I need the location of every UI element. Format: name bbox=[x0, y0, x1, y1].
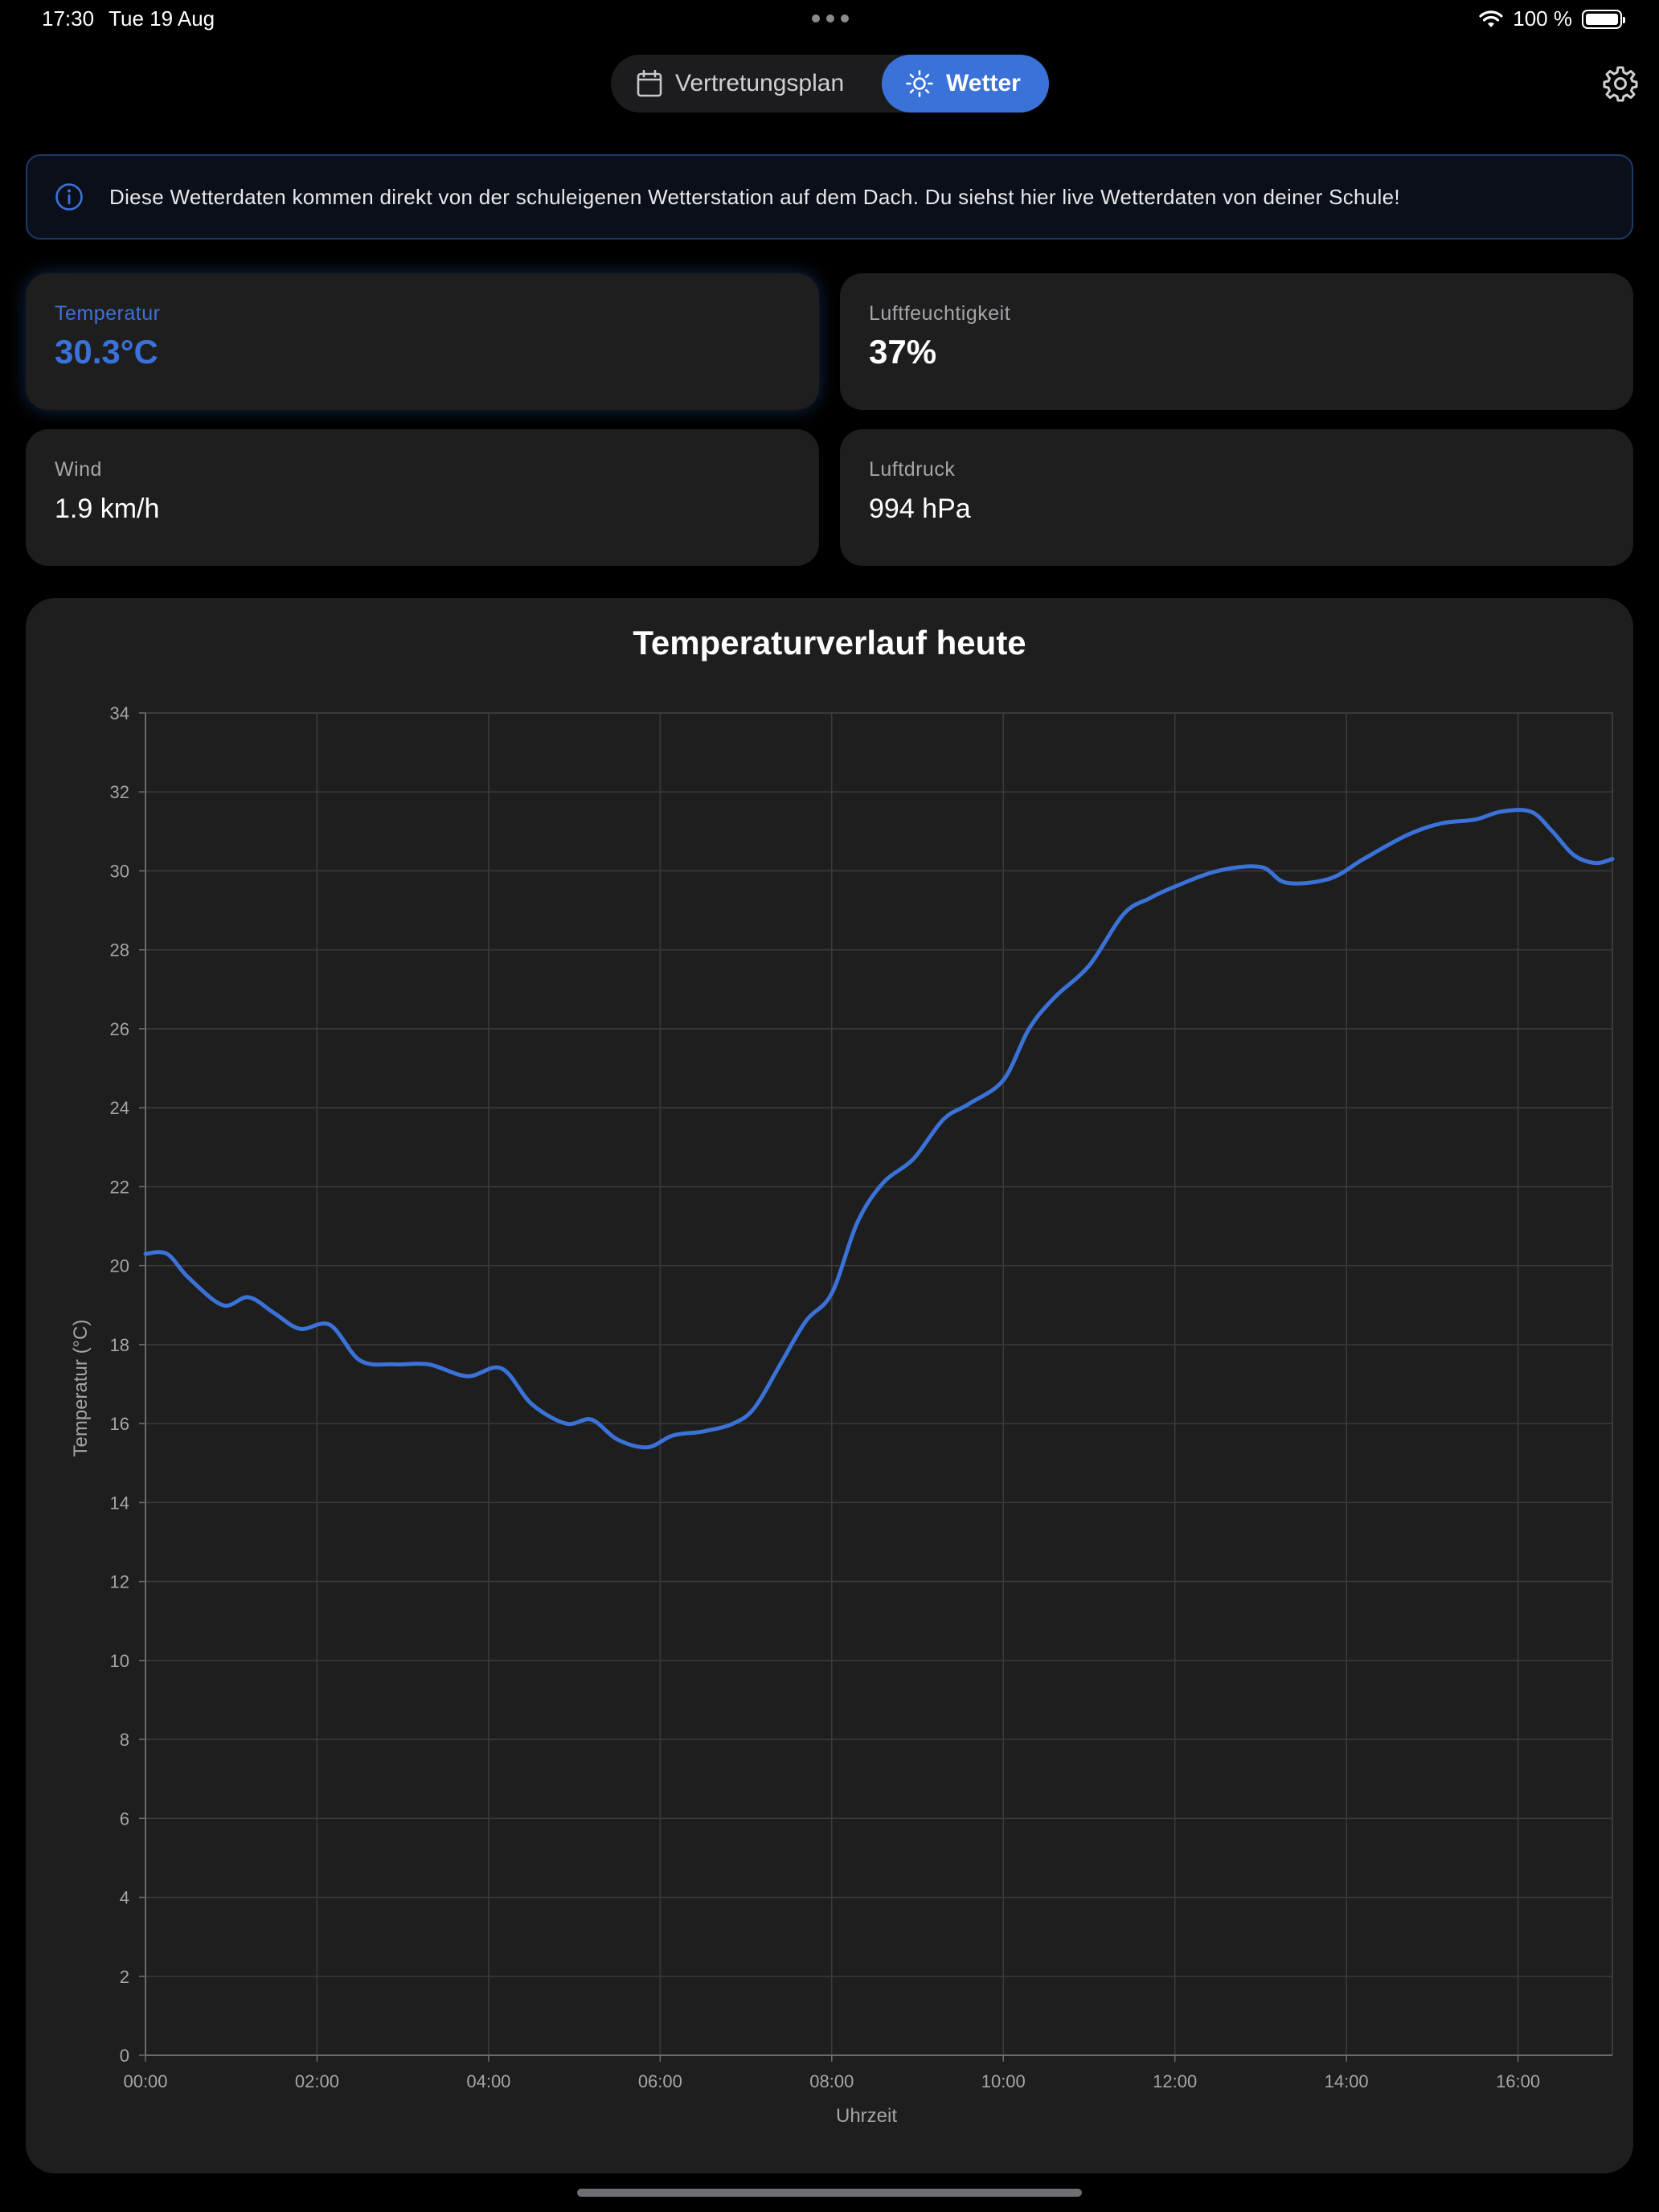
temperature-value: 30.3°C bbox=[55, 333, 158, 371]
sun-icon bbox=[906, 70, 933, 97]
plot-frame bbox=[145, 712, 1613, 2056]
info-banner: Diese Wetterdaten kommen direkt von der … bbox=[26, 154, 1633, 240]
y-tick-label: 24 bbox=[110, 1098, 129, 1118]
status-time-date: 17:30 Tue 19 Aug bbox=[42, 6, 229, 31]
y-tick-label: 4 bbox=[120, 1888, 129, 1908]
y-tick-label: 14 bbox=[110, 1493, 129, 1513]
calendar-icon bbox=[637, 70, 662, 97]
y-tick-label: 0 bbox=[120, 2046, 129, 2066]
wifi-icon bbox=[1479, 10, 1503, 27]
y-axis-label: Temperatur (°C) bbox=[70, 1320, 92, 1457]
x-axis-label: Uhrzeit bbox=[836, 2105, 897, 2127]
x-tick-label: 10:00 bbox=[981, 2071, 1026, 2091]
tab-vertretungsplan-label: Vertretungsplan bbox=[675, 70, 845, 96]
y-tick-label: 10 bbox=[110, 1651, 129, 1671]
x-tick-label: 06:00 bbox=[638, 2071, 682, 2091]
multitasking-dots-icon[interactable] bbox=[812, 14, 849, 23]
y-tick-label: 6 bbox=[120, 1809, 129, 1829]
y-tick-label: 32 bbox=[110, 782, 129, 802]
temperature-chart: Temperaturverlauf heute 0246810121416182… bbox=[70, 624, 1615, 2127]
y-tick-label: 12 bbox=[110, 1572, 129, 1592]
tab-vertretungsplan[interactable]: Vertretungsplan bbox=[611, 55, 882, 113]
tab-wetter-label: Wetter bbox=[946, 70, 1021, 96]
status-bar: 17:30 Tue 19 Aug 100 % bbox=[0, 0, 1659, 40]
wind-card: Wind 1.9 km/h bbox=[26, 429, 819, 566]
humidity-value: 37% bbox=[869, 333, 937, 371]
y-tick-label: 22 bbox=[110, 1177, 129, 1197]
status-date: Tue 19 Aug bbox=[109, 6, 215, 31]
y-tick-label: 2 bbox=[120, 1967, 129, 1987]
x-tick-label: 02:00 bbox=[295, 2071, 339, 2091]
home-indicator[interactable] bbox=[577, 2189, 1082, 2197]
pressure-label: Luftdruck bbox=[869, 458, 956, 481]
y-tick-label: 20 bbox=[110, 1256, 129, 1276]
x-tick-label: 04:00 bbox=[466, 2071, 510, 2091]
battery-percent: 100 % bbox=[1513, 6, 1572, 31]
x-tick-label: 12:00 bbox=[1153, 2071, 1197, 2091]
battery-icon bbox=[1582, 9, 1625, 29]
info-icon bbox=[55, 183, 83, 211]
x-tick-label: 14:00 bbox=[1325, 2071, 1369, 2091]
pressure-value: 994 hPa bbox=[869, 494, 971, 524]
status-right: 100 % bbox=[1479, 6, 1625, 31]
y-tick-label: 26 bbox=[110, 1019, 129, 1039]
y-tick-label: 34 bbox=[110, 703, 129, 723]
temperature-card: Temperatur 30.3°C bbox=[26, 273, 819, 410]
y-tick-label: 30 bbox=[110, 861, 129, 881]
y-tick-label: 18 bbox=[110, 1335, 129, 1355]
pressure-card: Luftdruck 994 hPa bbox=[840, 429, 1633, 566]
view-switcher: Vertretungsplan Wetter bbox=[611, 55, 1049, 113]
humidity-label: Luftfeuchtigkeit bbox=[869, 302, 1011, 325]
y-tick-label: 8 bbox=[120, 1730, 129, 1750]
temperature-label: Temperatur bbox=[55, 302, 161, 325]
status-time: 17:30 bbox=[42, 6, 95, 31]
series-line bbox=[143, 808, 1615, 1450]
wind-value: 1.9 km/h bbox=[55, 494, 160, 524]
temperature-chart-card: Temperaturverlauf heute 0 2 4 6 8 10 12 14 16 18 2… bbox=[26, 598, 1633, 2173]
gear-icon[interactable] bbox=[1602, 65, 1639, 102]
tab-wetter[interactable]: Wetter bbox=[882, 55, 1049, 113]
wind-label: Wind bbox=[55, 458, 102, 481]
x-tick-label: 08:00 bbox=[809, 2071, 854, 2091]
chart-title: Temperaturverlauf heute bbox=[633, 624, 1026, 662]
x-tick-label: 00:00 bbox=[123, 2071, 167, 2091]
y-tick-label: 16 bbox=[110, 1414, 129, 1434]
y-tick-label: 28 bbox=[110, 940, 129, 961]
humidity-card: Luftfeuchtigkeit 37% bbox=[840, 273, 1633, 410]
info-banner-text: Diese Wetterdaten kommen direkt von der … bbox=[109, 184, 1400, 209]
x-tick-label: 16:00 bbox=[1496, 2071, 1540, 2091]
